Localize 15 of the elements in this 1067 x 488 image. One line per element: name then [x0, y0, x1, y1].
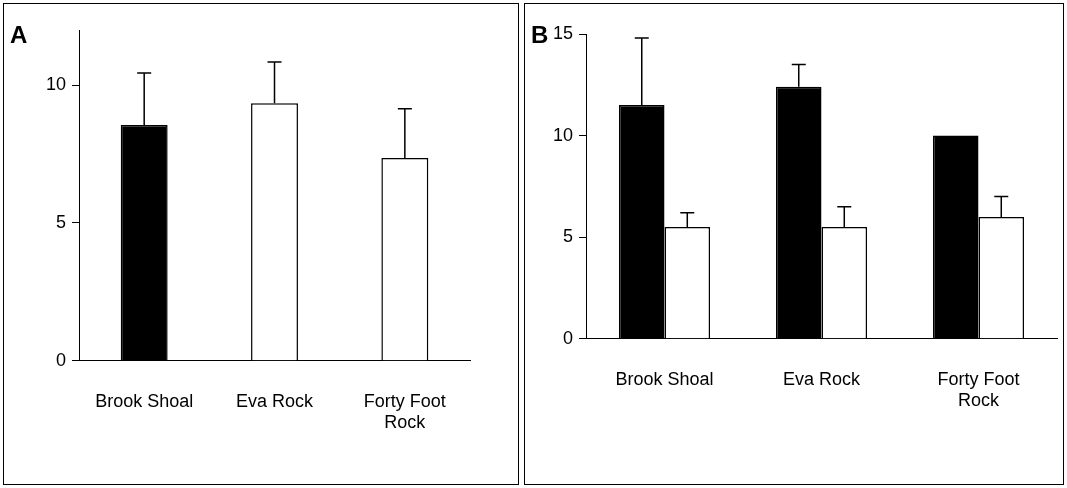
y-tick-label: 5: [563, 226, 574, 247]
x-tick-label: Eva Rock: [236, 390, 315, 411]
y-tick-label: 0: [563, 327, 574, 348]
x-tick-label: Brook Shoal: [95, 390, 194, 411]
chart-title: A: [10, 20, 28, 48]
chart-title: B: [531, 20, 549, 48]
x-tick-label: Forty Foot Rock: [937, 368, 1020, 411]
y-tick-label: 15: [552, 22, 574, 43]
x-tick-label: Brook Shoal: [615, 368, 714, 389]
x-tick-label: Eva Rock: [783, 368, 862, 389]
x-tick-label: Forty Foot Rock: [363, 390, 446, 433]
y-tick-label: 0: [56, 349, 67, 370]
y-tick-label: 10: [552, 124, 574, 145]
y-tick-label: 5: [56, 211, 67, 232]
y-tick-label: 10: [45, 74, 67, 95]
